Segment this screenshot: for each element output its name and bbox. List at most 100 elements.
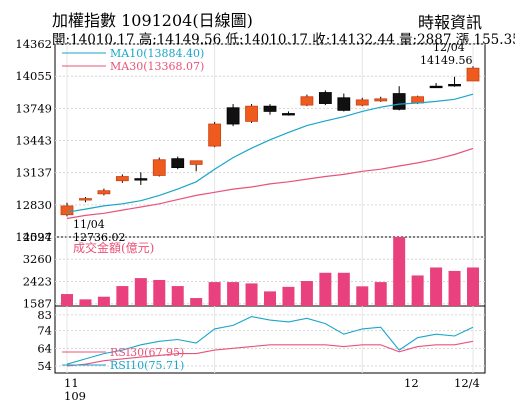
candle (448, 76, 461, 87)
rsi30-legend: RSI30(67.95) (110, 346, 184, 359)
ma10-line (66, 93, 474, 213)
candle-body (79, 198, 92, 201)
chart-frame (54, 43, 486, 374)
rsi-lines (66, 316, 474, 367)
rsi10-legend: RSI10(75.71) (110, 359, 184, 372)
candle-body (134, 178, 148, 181)
moving-average-lines (66, 93, 474, 220)
x-label-11: 11 (64, 376, 79, 390)
price-tick-label: 13443 (15, 134, 52, 148)
volume-bar (116, 286, 129, 306)
ma30-legend: MA30(13368.07) (110, 60, 204, 73)
candle (226, 104, 240, 127)
volume-bar (153, 279, 166, 306)
volume-tick-label: 4097 (23, 230, 52, 244)
volume-bar (97, 296, 110, 306)
price-tick-label: 12524 (15, 230, 52, 244)
candle-body (60, 205, 74, 216)
volume-bar (374, 282, 387, 306)
candle (300, 94, 314, 107)
candle (245, 104, 258, 123)
volume-bar (356, 286, 369, 306)
candle (115, 174, 129, 183)
volume-bar (337, 272, 350, 306)
candle (466, 66, 480, 82)
volume-tick-label: 2423 (23, 274, 52, 288)
volume-bar (430, 267, 443, 306)
rsi-tick-label: 54 (37, 359, 52, 373)
price-tick-label: 12830 (15, 198, 52, 212)
volume-bar (448, 270, 461, 306)
volume-bar (393, 237, 406, 306)
candle-body (392, 93, 406, 110)
candlestick-series (60, 66, 480, 217)
x-label-year: 109 (64, 389, 86, 403)
volume-bar (79, 299, 92, 306)
candle-body (374, 98, 388, 102)
grid-lines (55, 43, 485, 373)
rsi-tick-label: 64 (37, 341, 52, 355)
rsi30-line (66, 340, 474, 367)
candle-body (429, 85, 443, 89)
candle (318, 90, 332, 106)
candle (282, 111, 295, 116)
candle-body (245, 105, 258, 122)
high-annotation-date: 12/04 (433, 41, 465, 54)
candle-body (448, 84, 461, 87)
x-label-12-4: 12/4 (454, 376, 480, 390)
price-tick-label: 14055 (15, 69, 52, 83)
volume-bar (245, 283, 258, 306)
candle-body (189, 160, 203, 165)
volume-bar (171, 286, 184, 306)
volume-bar (300, 281, 313, 306)
candle (355, 97, 369, 107)
low-annotation-date: 11/04 (73, 218, 105, 231)
candle-body (97, 190, 111, 195)
candle (263, 104, 277, 115)
candle (97, 188, 111, 196)
price-tick-label: 13137 (15, 166, 52, 180)
candle (152, 157, 166, 177)
low-annotation-value: 12736.02 (73, 231, 126, 244)
candle (429, 83, 443, 89)
candle (134, 172, 148, 185)
candle-body (263, 105, 277, 112)
candle (337, 93, 351, 112)
candle-body (226, 107, 240, 125)
candle (392, 86, 406, 111)
candle-body (300, 96, 314, 106)
high-annotation-value: 14149.56 (420, 54, 473, 67)
price-tick-label: 13749 (15, 101, 52, 115)
candle-body (355, 99, 369, 106)
volume-bar (227, 282, 240, 306)
candle (79, 196, 92, 203)
candle (374, 96, 388, 102)
candle-body (466, 67, 480, 82)
volume-bar (264, 291, 276, 306)
x-label-12: 12 (404, 376, 419, 390)
candle (171, 156, 185, 170)
candle-body (282, 113, 295, 116)
rsi-tick-label: 74 (37, 324, 52, 338)
candle-body (171, 158, 185, 168)
rsi10-line (66, 316, 474, 365)
volume-bar (282, 286, 295, 306)
candle (189, 160, 203, 172)
volume-tick-label: 3260 (23, 252, 52, 266)
axis-ticks: 12524 12830 13137 13443 13749 14055 14362 1587 2… (15, 37, 52, 373)
volume-bar (190, 298, 203, 306)
volume-bar (411, 275, 424, 306)
candle-body (318, 92, 332, 104)
volume-bar (208, 282, 221, 306)
ma30-line (66, 147, 474, 220)
volume-bar (134, 278, 147, 306)
candle-body (337, 97, 351, 111)
volume-title: 成交金額(億元) (73, 240, 154, 255)
price-tick-label: 14362 (15, 37, 52, 51)
candle-body (208, 123, 222, 147)
source-label: 時報資訊 (418, 13, 483, 32)
volume-bar (61, 294, 73, 306)
volume-bar (467, 267, 479, 306)
candle-body (152, 159, 166, 176)
